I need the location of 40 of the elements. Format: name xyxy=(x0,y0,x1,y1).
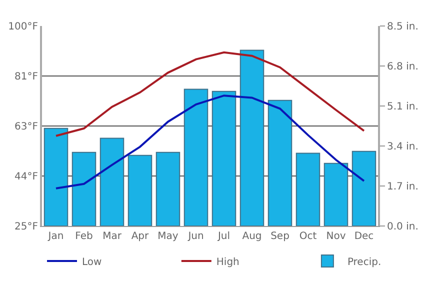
x-tick-label: Jul xyxy=(216,231,230,242)
x-tick-label: Jun xyxy=(187,231,204,242)
y-tick-label: 63°F xyxy=(14,122,38,132)
y-tick-label: 81°F xyxy=(14,72,38,82)
bar xyxy=(324,162,348,226)
x-tick-label: Feb xyxy=(75,231,93,242)
bar xyxy=(72,152,96,226)
legend-label: Low xyxy=(82,256,102,268)
line-series xyxy=(55,94,365,190)
y2-tick-label: 8.5 in. xyxy=(387,22,418,32)
line-series xyxy=(55,51,365,137)
x-tick-label: May xyxy=(158,231,178,242)
x-tick-label: Aug xyxy=(242,231,262,242)
bar xyxy=(128,154,152,226)
legend-label: Precip. xyxy=(347,256,382,268)
y-tick-label: 44°F xyxy=(14,172,38,182)
x-tick-label: Mar xyxy=(102,231,122,242)
x-tick-label: Oct xyxy=(299,231,317,242)
y2-tick-label: 5.1 in. xyxy=(387,102,418,112)
bar xyxy=(184,88,208,226)
bar xyxy=(268,100,292,226)
x-tick-label: Nov xyxy=(326,231,346,242)
y2-tick-label: 0.0 in. xyxy=(387,222,418,232)
legend-label: High xyxy=(216,256,240,268)
y2-tick-label: 1.7 in. xyxy=(387,182,418,192)
x-tick-label: Jan xyxy=(47,231,64,242)
bar xyxy=(100,138,124,226)
x-tick-label: Sep xyxy=(270,231,290,242)
x-tick-label: Dec xyxy=(354,231,374,242)
bar xyxy=(44,128,68,226)
bar xyxy=(156,152,180,226)
x-tick-label: Apr xyxy=(131,231,150,242)
bar xyxy=(240,50,264,226)
bar xyxy=(212,90,236,226)
y2-tick-label: 3.4 in. xyxy=(387,142,418,152)
bar xyxy=(352,150,376,226)
y-tick-label: 25°F xyxy=(14,222,38,232)
y2-tick-label: 6.8 in. xyxy=(387,62,418,72)
y-tick-label: 100°F xyxy=(8,22,38,32)
bar xyxy=(296,152,320,226)
